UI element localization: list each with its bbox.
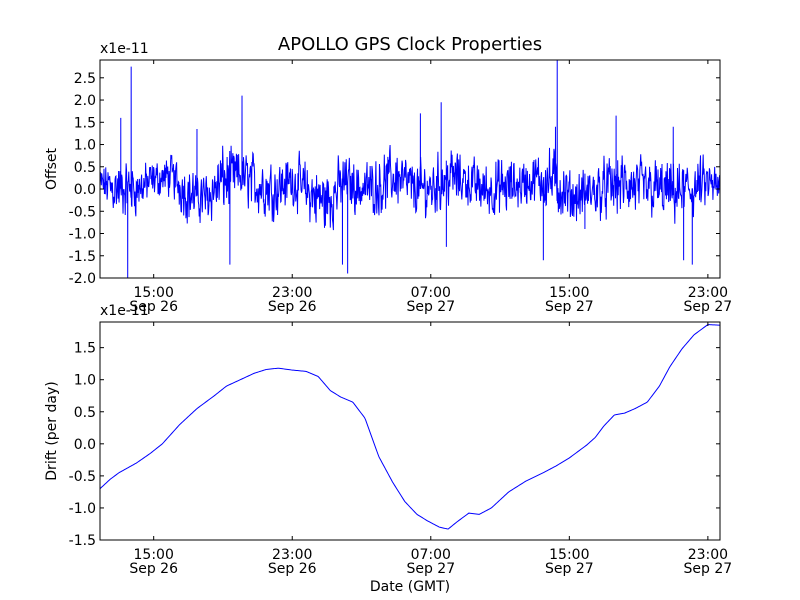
offset-xtick-time-label: 23:00	[272, 285, 312, 301]
offset-ytick-label: -0.5	[69, 204, 96, 220]
offset-axes-frame	[99, 59, 721, 279]
drift-xtick-date-label: Sep 27	[406, 561, 455, 577]
offset-xtick-date-label: Sep 27	[406, 299, 455, 315]
drift-xtick-date-label: Sep 27	[684, 561, 733, 577]
drift-ytick-label: 0.5	[74, 405, 96, 421]
offset-xtick-date-label: Sep 27	[545, 299, 594, 315]
offset-ytick-label: 2.0	[74, 93, 96, 109]
drift-axes-frame	[99, 321, 721, 541]
offset-ytick-label: 2.5	[74, 71, 96, 87]
chart-title: APOLLO GPS Clock Properties	[278, 34, 542, 55]
offset-xtick-time-label: 07:00	[411, 285, 451, 301]
drift-ylabel: Drift (per day)	[44, 381, 60, 480]
offset-ytick-label: 0.5	[74, 160, 96, 176]
offset-xtick-time-label: 15:00	[134, 285, 174, 301]
offset-scale-label: x1e-11	[100, 41, 149, 57]
drift-series-line	[100, 324, 720, 530]
drift-xtick-date-label: Sep 26	[129, 561, 178, 577]
drift-ytick-label: 1.5	[74, 341, 96, 357]
drift-xlabel: Date (GMT)	[370, 579, 450, 595]
drift-scale-label: x1e-11	[100, 303, 149, 319]
offset-ytick-label: 1.0	[74, 138, 96, 154]
drift-ytick-label: -0.5	[69, 469, 96, 485]
drift-xtick-time-label: 15:00	[549, 547, 589, 563]
drift-ytick-label: -1.5	[69, 533, 96, 549]
offset-xtick-time-label: 15:00	[549, 285, 589, 301]
drift-ytick-label: 0.0	[74, 437, 96, 453]
drift-xtick-time-label: 23:00	[688, 547, 728, 563]
offset-ytick-label: 1.5	[74, 115, 96, 131]
offset-ytick-label: -1.5	[69, 249, 96, 265]
drift-ytick-label: 1.0	[74, 373, 96, 389]
drift-xtick-time-label: 07:00	[411, 547, 451, 563]
offset-ytick-label: -2.0	[69, 271, 96, 287]
drift-xtick-time-label: 15:00	[134, 547, 174, 563]
offset-ytick-label: 0.0	[74, 182, 96, 198]
drift-ytick-label: -1.0	[69, 501, 96, 517]
offset-xtick-date-label: Sep 26	[129, 299, 178, 315]
drift-xtick-date-label: Sep 27	[545, 561, 594, 577]
drift-xtick-time-label: 23:00	[272, 547, 312, 563]
offset-xtick-time-label: 23:00	[688, 285, 728, 301]
drift-xtick-date-label: Sep 26	[268, 561, 317, 577]
offset-ytick-label: -1.0	[69, 227, 96, 243]
offset-series-line	[100, 60, 720, 278]
offset-xtick-date-label: Sep 26	[268, 299, 317, 315]
offset-ylabel: Offset	[44, 147, 60, 190]
offset-panel: -2.0-1.5-1.0-0.50.00.51.01.52.02.515:00S…	[44, 41, 732, 315]
offset-xtick-date-label: Sep 27	[684, 299, 733, 315]
